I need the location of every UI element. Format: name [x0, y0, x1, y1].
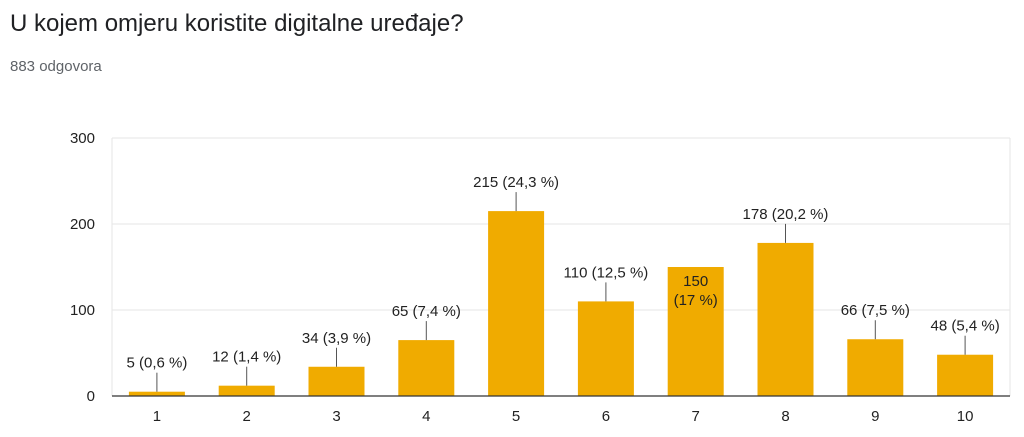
x-tick-label: 7	[692, 408, 700, 425]
data-label: 215 (24,3 %)	[473, 174, 559, 191]
bar-10	[937, 354, 994, 396]
x-tick-label: 6	[602, 408, 610, 425]
x-axis-ticks: 1 2 3 4 5 6 7 8 9 10	[153, 408, 974, 425]
bar-7	[667, 267, 724, 396]
data-label: 150	[683, 273, 708, 290]
data-label: 48 (5,4 %)	[930, 318, 999, 335]
y-axis-ticks: 0 100 200 300	[70, 130, 95, 405]
bar-8	[757, 242, 814, 396]
data-label: 34 (3,9 %)	[302, 330, 371, 347]
data-label: (17 %)	[674, 292, 718, 309]
bar-6	[577, 301, 634, 396]
data-label: 178 (20,2 %)	[743, 206, 829, 223]
x-tick-label: 8	[781, 408, 789, 425]
page-title: U kojem omjeru koristite digitalne uređa…	[10, 10, 464, 37]
bar-9	[847, 339, 904, 396]
y-tick-label: 100	[70, 302, 95, 319]
gridlines	[111, 137, 1011, 396]
bars	[128, 211, 994, 396]
bar-4	[398, 340, 455, 396]
label-leaders	[156, 192, 966, 392]
data-label: 110 (12,5 %)	[564, 264, 649, 281]
bar-3	[308, 366, 365, 396]
y-tick-label: 0	[87, 388, 95, 405]
y-tick-label: 200	[70, 216, 95, 233]
x-tick-label: 2	[243, 408, 251, 425]
x-tick-label: 3	[332, 408, 340, 425]
data-labels: 5 (0,6 %) 12 (1,4 %) 34 (3,9 %) 65 (7,4 %) 2…	[126, 174, 999, 372]
x-tick-label: 1	[153, 408, 161, 425]
y-tick-label: 300	[70, 130, 95, 147]
data-label: 66 (7,5 %)	[841, 302, 910, 319]
data-label: 12 (1,4 %)	[212, 349, 281, 366]
x-tick-label: 10	[957, 408, 974, 425]
data-label: 65 (7,4 %)	[392, 303, 461, 320]
x-tick-label: 4	[422, 408, 430, 425]
x-tick-label: 5	[512, 408, 520, 425]
bar-5	[488, 211, 545, 396]
x-tick-label: 9	[871, 408, 879, 425]
bar-2	[218, 385, 275, 396]
bar-1	[128, 391, 185, 396]
response-count: 883 odgovora	[10, 58, 102, 75]
data-label: 5 (0,6 %)	[126, 355, 187, 372]
